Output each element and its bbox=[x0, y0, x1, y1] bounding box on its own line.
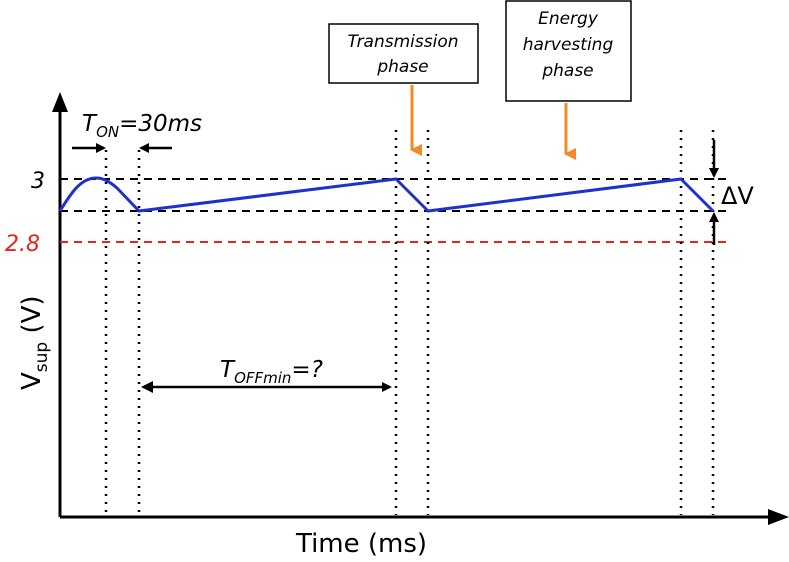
harvesting-line-1: Energy bbox=[538, 9, 599, 29]
y-axis-title: Vsup (V) bbox=[17, 295, 52, 390]
t-off-arrowhead-left bbox=[141, 381, 153, 393]
level-2-8-label: 2.8 bbox=[5, 232, 40, 257]
transmission-line-2: phase bbox=[376, 57, 428, 77]
transmission-phase-callout: Transmission phase bbox=[328, 23, 479, 156]
harvesting-phase-callout: Energy harvesting phase bbox=[505, 0, 632, 160]
x-axis-arrowhead bbox=[768, 509, 789, 525]
harvesting-line-3: phase bbox=[541, 61, 593, 81]
t-off-label: TOFFmin=? bbox=[220, 357, 323, 387]
transmission-box bbox=[328, 23, 479, 84]
time-markers bbox=[104, 130, 715, 515]
t-on-label: TON=30ms bbox=[82, 111, 202, 141]
harvesting-line-2: harvesting bbox=[523, 35, 614, 55]
x-axis-title: Time (ms) bbox=[295, 529, 427, 559]
harvesting-box bbox=[505, 0, 632, 102]
level-3-label: 3 bbox=[31, 169, 45, 194]
y-axis-arrowhead bbox=[52, 92, 68, 112]
axes bbox=[52, 92, 789, 525]
vsup-waveform bbox=[58, 176, 715, 213]
delta-v-label: ΔV bbox=[721, 182, 754, 210]
transmission-line-1: Transmission bbox=[348, 32, 459, 52]
